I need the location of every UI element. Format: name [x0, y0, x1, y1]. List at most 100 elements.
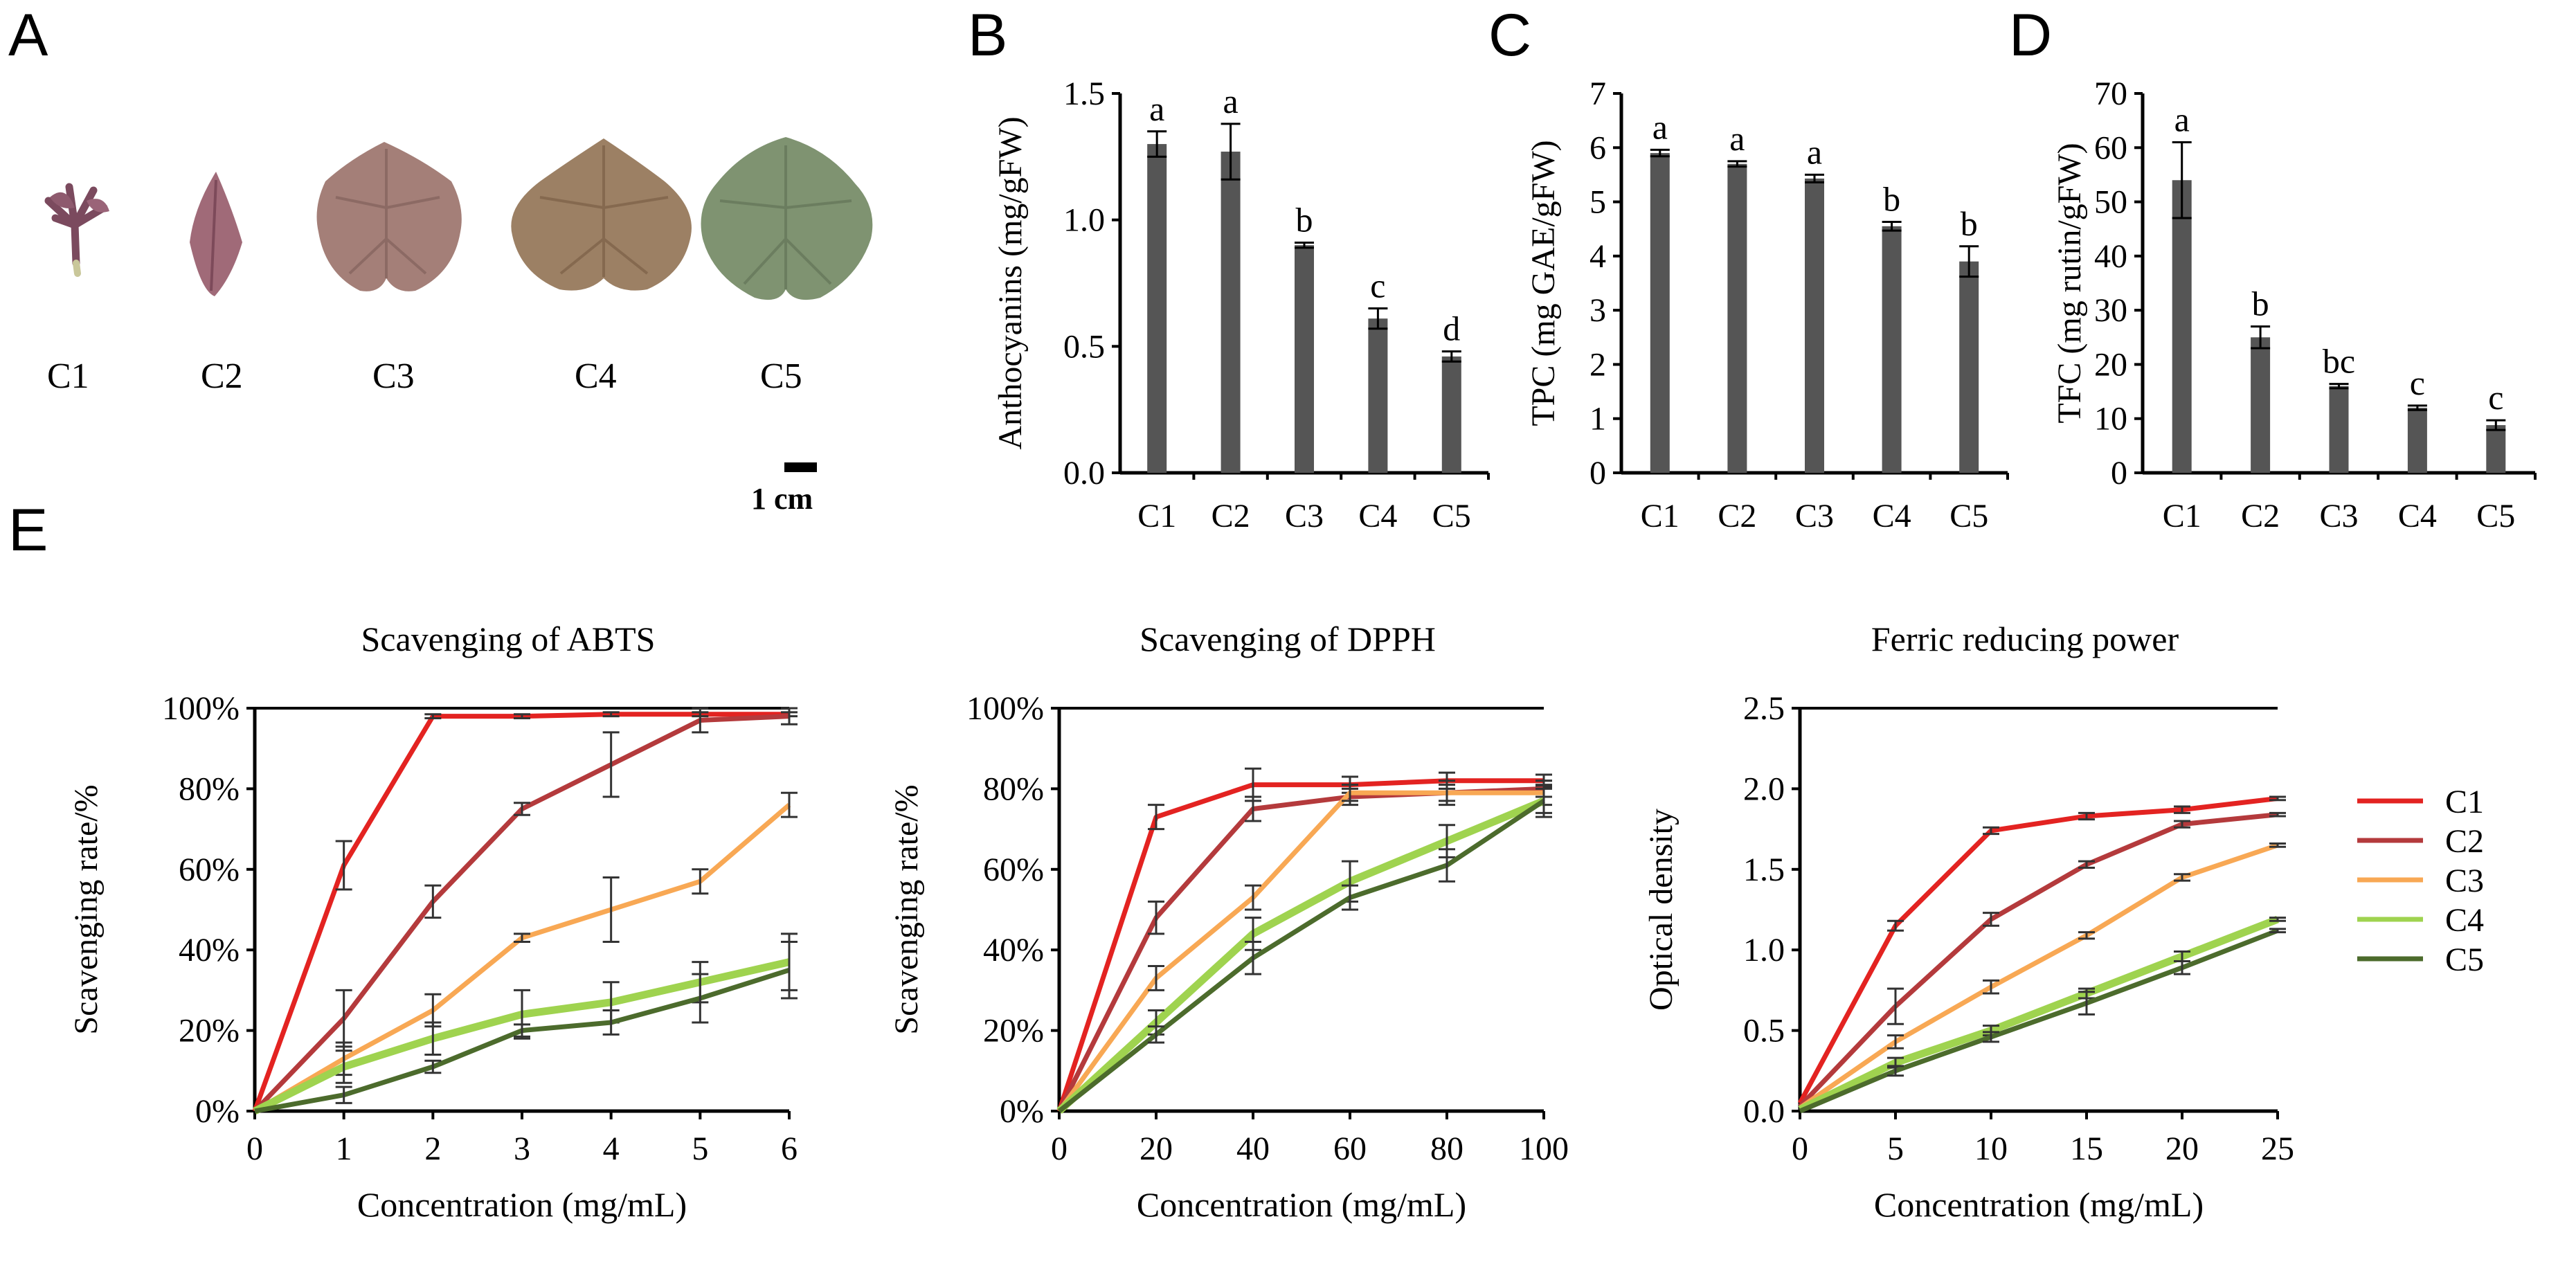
bar-c5: [1441, 356, 1461, 473]
error-bar-c3: [1295, 242, 1314, 249]
x-tick-label: 60: [1333, 1130, 1367, 1167]
scale-bar: [784, 462, 817, 472]
chart-title: Scavenging of DPPH: [1140, 620, 1436, 658]
bar-c1: [1650, 153, 1670, 473]
bar-c3: [1295, 245, 1314, 473]
x-tick-label: 100: [1519, 1130, 1569, 1167]
y-tick-label: 0: [1589, 455, 1606, 492]
legend-label-c2: C2: [2445, 823, 2484, 860]
error-bar-c3: [1805, 173, 1824, 183]
error-bar-c4: [2269, 917, 2286, 922]
y-tick-label: 1.5: [1743, 851, 1785, 888]
series-line-c4: [1056, 797, 1546, 1115]
error-bar-c1: [424, 713, 442, 720]
legend-label-c4: C4: [2445, 902, 2484, 939]
error-bar-c5: [1148, 1025, 1164, 1044]
error-bar-c5: [2486, 419, 2506, 431]
y-tick-label: 10: [2094, 401, 2127, 438]
y-tick-label: 0.0: [1063, 455, 1105, 492]
series-line-c2: [1798, 812, 2278, 1108]
y-tick-label: 50: [2094, 184, 2127, 221]
error-bar-c2: [1983, 912, 1999, 927]
y-tick-label: 0%: [1000, 1093, 1044, 1130]
error-bar-c3: [2329, 383, 2349, 390]
x-tick-label: C4: [2398, 498, 2437, 534]
chart-e1: 0% 20% 40% 60% 80% 100% Scavenging rate/% 0 1 2 3 4…: [68, 620, 798, 1224]
y-tick-label: 2: [1589, 346, 1606, 383]
error-bar-c1: [602, 711, 620, 718]
error-bar-c4: [1882, 221, 1902, 232]
leaf-label-c3: C3: [372, 357, 415, 396]
x-axis-label: Concentration (mg/mL): [357, 1185, 687, 1224]
error-bar-c3: [602, 876, 620, 944]
series-line-c4: [1798, 915, 2279, 1113]
error-bar-c3: [1245, 884, 1261, 911]
error-bar-c5: [1887, 1065, 1904, 1077]
bar-c1: [1147, 144, 1167, 474]
x-tick-label: 0: [246, 1130, 263, 1167]
x-tick-label: 2: [424, 1130, 441, 1167]
legend-label-c5: C5: [2445, 941, 2484, 978]
chart-title: Ferric reducing power: [1871, 620, 2179, 658]
x-tick-label: C2: [1212, 498, 1250, 534]
series-line-c1: [1056, 778, 1544, 1112]
plots: 0.0 0.5 1.0 1.5 Anthocyanins (mg/gFW) a C1 a C2 b…: [68, 75, 2537, 1224]
error-bar-c2: [1727, 160, 1747, 168]
bar-c4: [1882, 226, 1902, 473]
y-tick-label: 2.5: [1743, 690, 1785, 727]
error-bar-c5: [2174, 960, 2190, 975]
x-tick-label: C3: [1795, 498, 1834, 534]
y-tick-label: 1: [1589, 401, 1606, 438]
x-tick-label: 5: [692, 1130, 708, 1167]
x-tick-label: C3: [1285, 498, 1324, 534]
x-tick-label: 80: [1430, 1130, 1463, 1167]
significance-letter: a: [1223, 82, 1238, 120]
leaf-label-c4: C4: [575, 357, 617, 396]
y-tick-label: 0%: [195, 1093, 240, 1130]
bar-c3: [2329, 386, 2349, 473]
significance-letter: bc: [2323, 342, 2355, 381]
bar-c4: [1368, 318, 1388, 473]
panel-label-d: D: [2009, 2, 2052, 69]
y-tick-label: 40: [2094, 238, 2127, 275]
error-bar-c5: [1441, 350, 1461, 363]
leaf-label-c1: C1: [47, 357, 89, 396]
y-tick-label: 60%: [983, 851, 1044, 888]
series-line-c3: [1799, 842, 2279, 1110]
error-bar-c2: [2269, 811, 2286, 818]
error-bar-c2: [1887, 987, 1904, 1025]
significance-letter: a: [1149, 89, 1164, 128]
series-line-c5: [1057, 798, 1545, 1113]
error-bar-c1: [514, 713, 530, 720]
y-axis-label: TFC (mg rutin/gFW): [2051, 143, 2088, 423]
significance-letter: a: [2174, 100, 2190, 138]
y-tick-label: 0.0: [1743, 1093, 1785, 1130]
leaf-label-c5: C5: [760, 357, 802, 396]
error-bar-c5: [1245, 941, 1261, 975]
error-bar-c3: [1439, 779, 1455, 806]
y-tick-label: 20%: [983, 1013, 1044, 1049]
bar-c2: [1221, 152, 1241, 473]
chart-title: Scavenging of ABTS: [361, 620, 656, 658]
error-bar-c1: [2172, 141, 2192, 219]
y-tick-label: 2.0: [1743, 770, 1785, 807]
significance-letter: c: [2410, 363, 2425, 402]
error-bar-c2: [2174, 820, 2190, 829]
bar-c2: [2251, 337, 2271, 473]
error-bar-c1: [1983, 826, 1999, 836]
significance-letter: d: [1443, 309, 1460, 348]
error-bar-c2: [602, 731, 620, 798]
x-tick-label: 6: [781, 1130, 798, 1167]
x-axis-label: Concentration (mg/mL): [1137, 1185, 1466, 1224]
y-tick-label: 80%: [983, 770, 1044, 807]
x-tick-label: 4: [603, 1130, 620, 1167]
series-line-c5: [1799, 928, 2279, 1114]
y-tick-label: 20: [2094, 346, 2127, 383]
error-bar-c3: [2269, 842, 2286, 848]
error-bar-c5: [424, 1059, 442, 1074]
error-bar-c5: [1535, 784, 1552, 818]
bar-c4: [2407, 408, 2427, 473]
legend-label-c1: C1: [2445, 784, 2484, 820]
leaf-photo-c2: [190, 172, 242, 296]
